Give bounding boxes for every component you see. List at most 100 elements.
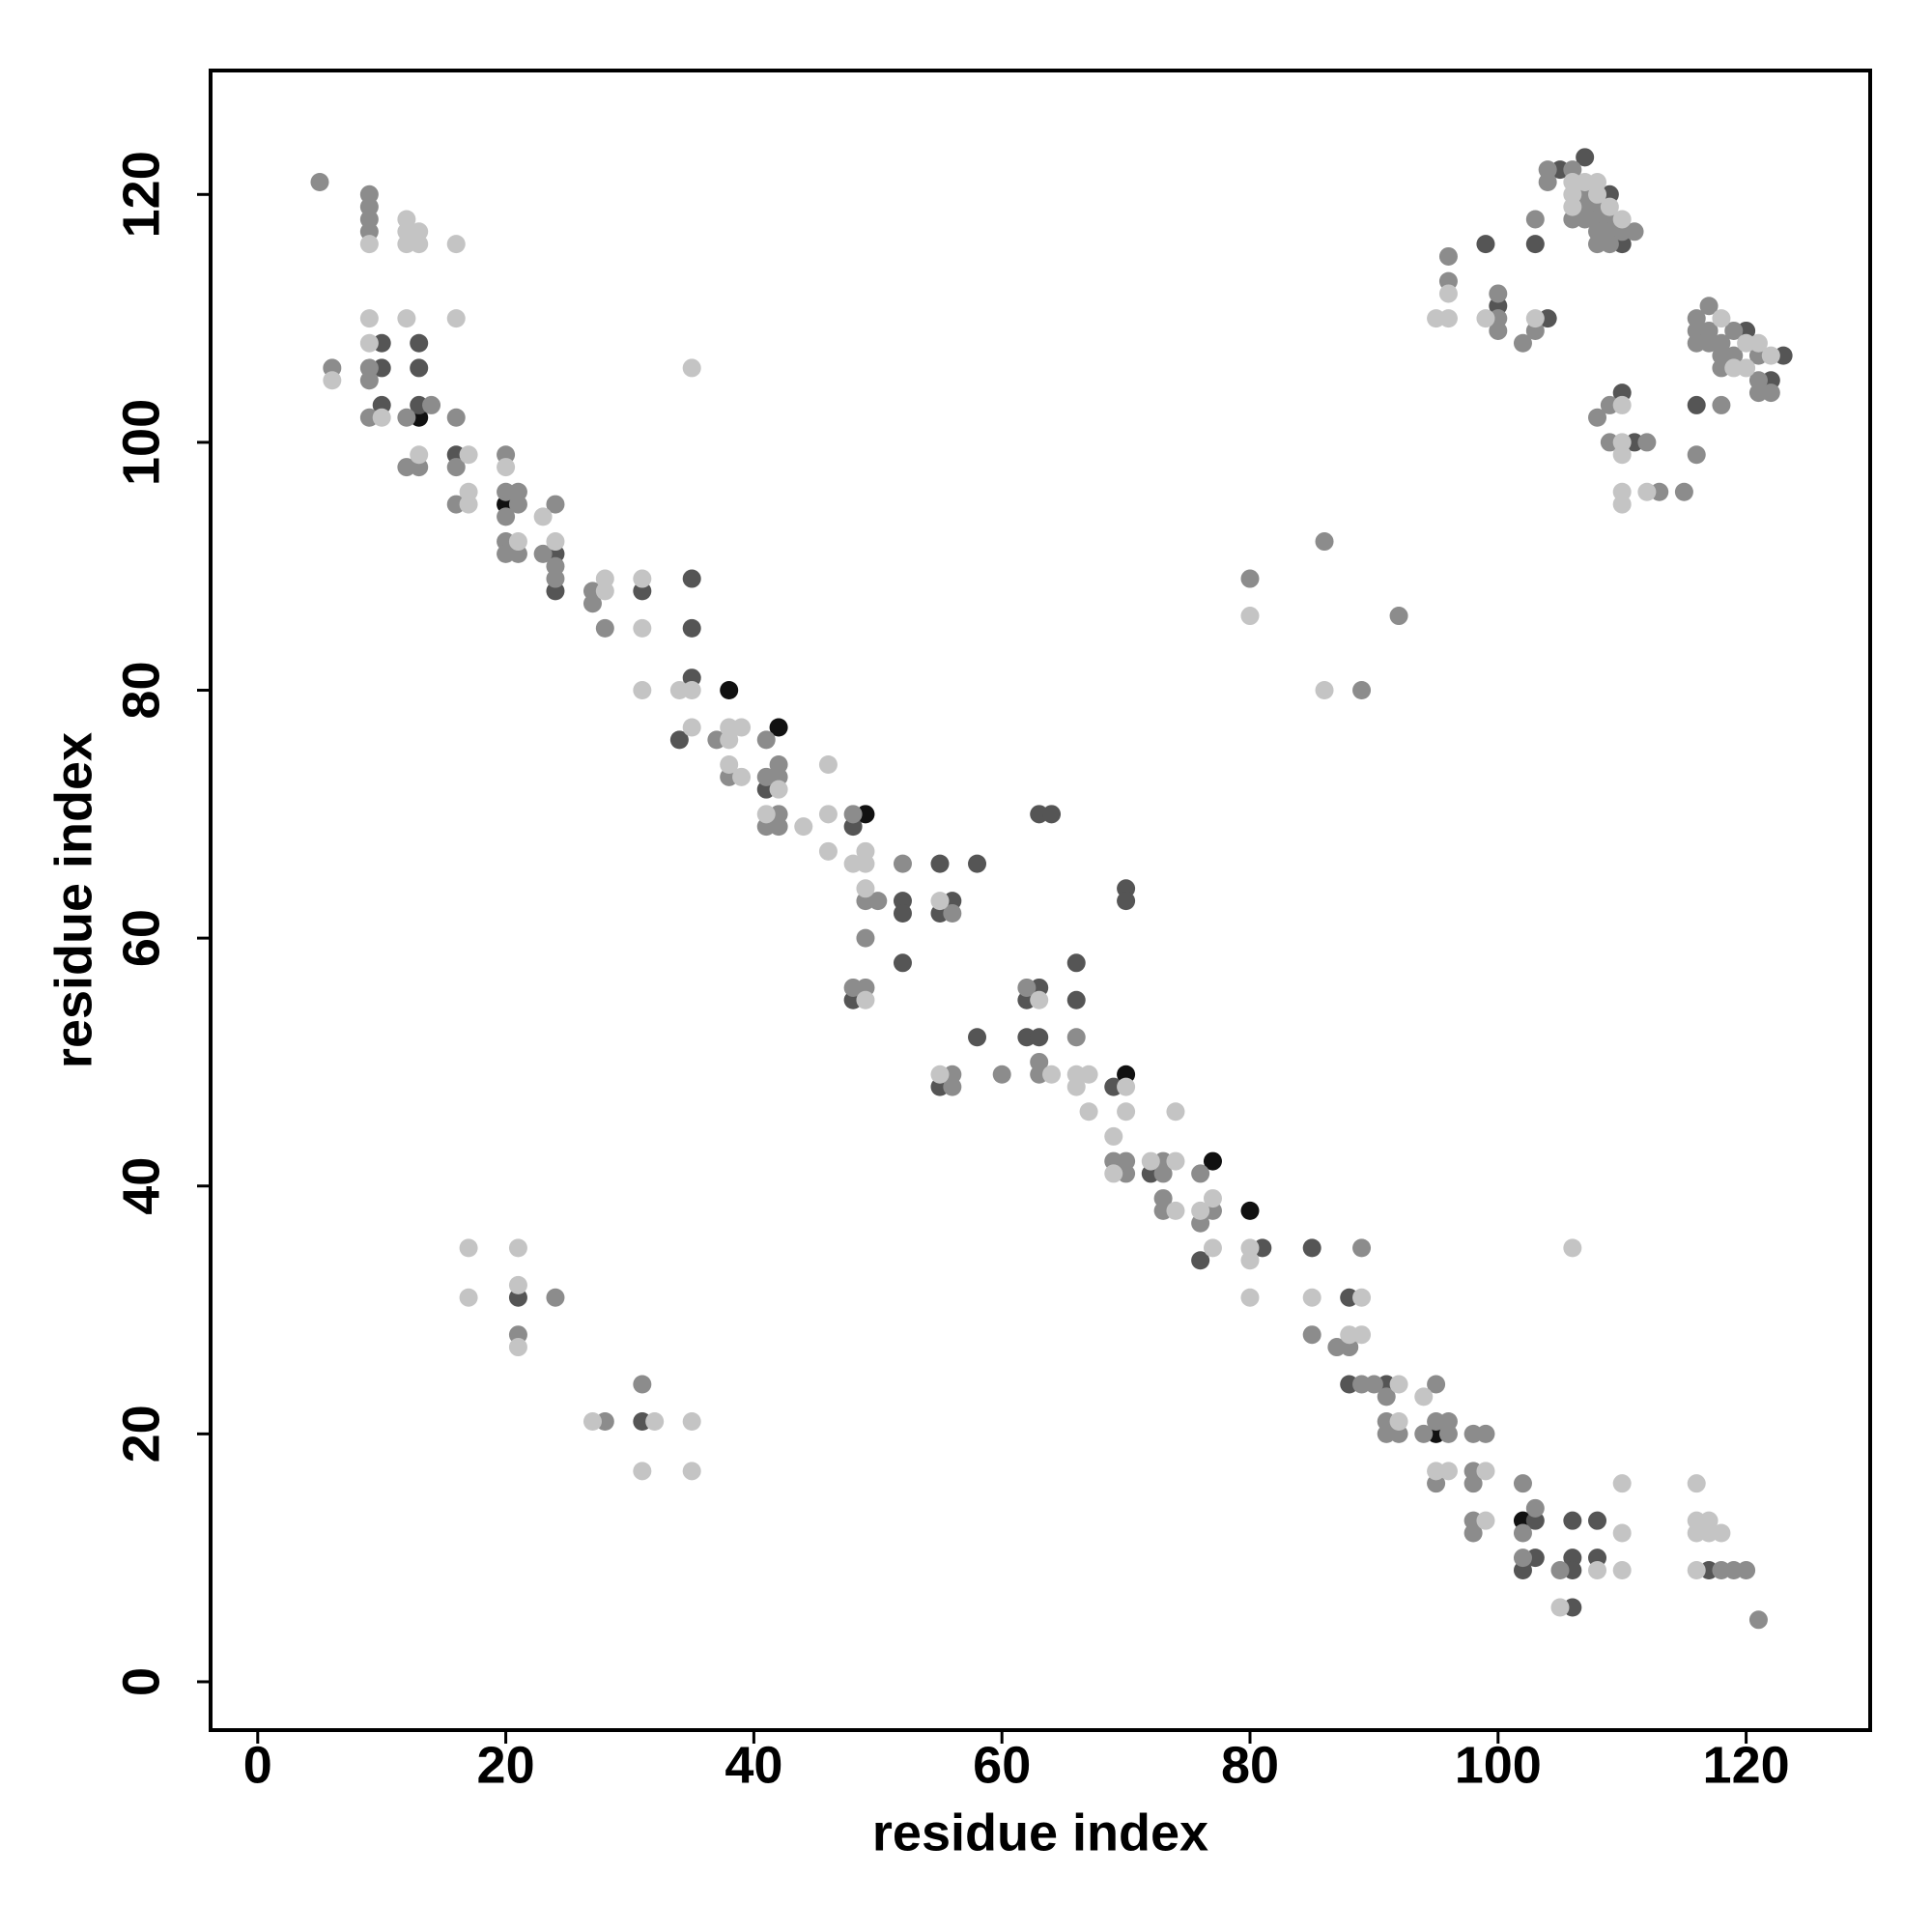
point bbox=[1153, 1164, 1173, 1183]
x-axis-title: residue index bbox=[872, 1804, 1208, 1861]
point bbox=[372, 408, 391, 427]
point bbox=[633, 1462, 652, 1481]
point bbox=[1612, 1474, 1632, 1493]
point bbox=[682, 1462, 701, 1481]
point bbox=[856, 854, 875, 873]
point bbox=[1240, 1288, 1260, 1307]
point bbox=[1079, 1102, 1098, 1122]
point bbox=[459, 482, 478, 501]
point bbox=[1513, 1523, 1532, 1543]
point bbox=[1525, 235, 1545, 254]
point bbox=[422, 395, 441, 414]
point bbox=[446, 458, 466, 477]
point bbox=[1042, 805, 1062, 824]
point bbox=[856, 928, 875, 948]
point bbox=[893, 903, 912, 923]
point bbox=[1513, 1548, 1532, 1568]
point bbox=[310, 172, 329, 191]
point bbox=[669, 730, 689, 750]
point bbox=[1550, 1598, 1570, 1617]
point bbox=[1674, 482, 1693, 501]
point bbox=[1377, 1387, 1396, 1406]
point bbox=[1525, 210, 1545, 229]
point bbox=[992, 1065, 1011, 1084]
point bbox=[446, 235, 466, 254]
point bbox=[1687, 445, 1706, 465]
point bbox=[497, 507, 516, 526]
point bbox=[856, 879, 875, 898]
point bbox=[1724, 321, 1744, 340]
x-tick-label: 20 bbox=[477, 1736, 535, 1794]
x-tick-label: 60 bbox=[973, 1736, 1031, 1794]
point bbox=[1240, 1201, 1260, 1220]
point bbox=[1315, 681, 1334, 700]
point bbox=[410, 235, 429, 254]
point bbox=[1352, 1325, 1372, 1345]
point bbox=[1352, 1288, 1372, 1307]
point bbox=[682, 569, 701, 588]
point bbox=[1191, 1164, 1210, 1183]
point bbox=[1612, 1560, 1632, 1579]
point bbox=[1476, 1511, 1495, 1530]
point bbox=[1761, 384, 1780, 403]
x-tick-label: 120 bbox=[1703, 1736, 1790, 1794]
point bbox=[1315, 532, 1334, 552]
point bbox=[1525, 1498, 1545, 1518]
point bbox=[508, 1275, 527, 1294]
point bbox=[1637, 433, 1657, 452]
point bbox=[1687, 395, 1706, 414]
point bbox=[1042, 1065, 1062, 1084]
point bbox=[1489, 284, 1508, 303]
point bbox=[508, 1238, 527, 1258]
point bbox=[1414, 1424, 1434, 1443]
point bbox=[546, 1288, 565, 1307]
point bbox=[1588, 408, 1607, 427]
point bbox=[1066, 1028, 1086, 1047]
point bbox=[1066, 1077, 1086, 1096]
point bbox=[533, 544, 553, 563]
point bbox=[1438, 1462, 1458, 1481]
point bbox=[1712, 395, 1731, 414]
point bbox=[818, 841, 838, 861]
point bbox=[1637, 482, 1657, 501]
point bbox=[769, 780, 788, 799]
point bbox=[1141, 1151, 1160, 1171]
point bbox=[533, 507, 553, 526]
point bbox=[1612, 395, 1632, 414]
point bbox=[1576, 148, 1595, 167]
point bbox=[459, 1288, 478, 1307]
point bbox=[497, 458, 516, 477]
point bbox=[1712, 1523, 1731, 1543]
y-tick-label: 100 bbox=[112, 399, 170, 486]
y-axis-title: residue index bbox=[44, 732, 102, 1068]
point bbox=[1588, 1560, 1607, 1579]
point bbox=[595, 618, 614, 638]
point bbox=[359, 235, 379, 254]
point bbox=[1600, 197, 1619, 216]
point bbox=[1612, 210, 1632, 229]
point bbox=[546, 569, 565, 588]
point bbox=[1166, 1102, 1185, 1122]
point bbox=[1191, 1201, 1210, 1220]
point bbox=[546, 495, 565, 514]
point bbox=[397, 408, 416, 427]
point bbox=[1588, 1511, 1607, 1530]
point bbox=[1240, 607, 1260, 626]
point bbox=[633, 1375, 652, 1394]
point bbox=[682, 358, 701, 378]
point bbox=[1513, 333, 1532, 353]
y-tick-label: 120 bbox=[112, 151, 170, 238]
point bbox=[930, 854, 950, 873]
x-tick-label: 40 bbox=[724, 1736, 782, 1794]
point bbox=[1030, 1028, 1049, 1047]
point bbox=[818, 755, 838, 775]
point bbox=[397, 309, 416, 328]
point bbox=[720, 681, 739, 700]
point bbox=[446, 309, 466, 328]
y-tick-label: 40 bbox=[112, 1157, 170, 1215]
y-tick-label: 20 bbox=[112, 1405, 170, 1463]
point bbox=[943, 903, 962, 923]
point bbox=[794, 817, 813, 837]
point bbox=[1588, 185, 1607, 204]
point bbox=[446, 408, 466, 427]
